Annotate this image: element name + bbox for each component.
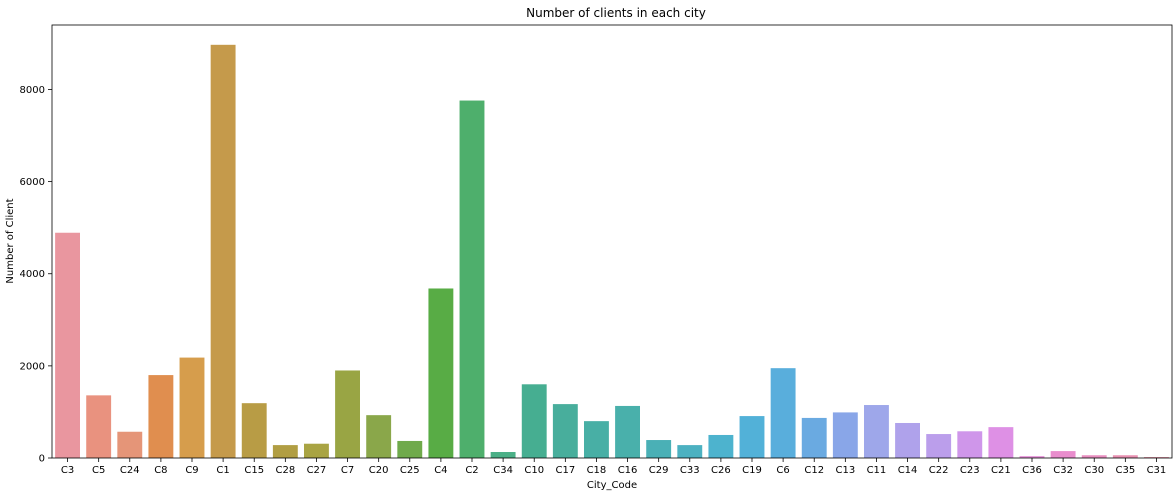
x-tick-label: C15 — [244, 465, 264, 476]
bar-c22 — [926, 434, 952, 458]
x-tick-label: C6 — [776, 465, 789, 476]
bar-c26 — [708, 434, 734, 458]
x-tick-label: C12 — [804, 465, 824, 476]
bar-c7 — [335, 370, 360, 458]
x-tick-label: C10 — [524, 465, 544, 476]
bar-c23 — [957, 431, 983, 458]
x-axis-label: City_Code — [587, 480, 637, 491]
x-tick-label: C2 — [465, 465, 478, 476]
x-tick-label: C28 — [275, 465, 295, 476]
bar-c1 — [210, 44, 236, 459]
x-tick-label: C4 — [434, 465, 447, 476]
x-tick-label: C34 — [493, 465, 513, 476]
bar-c3 — [55, 232, 80, 458]
x-tick-label: C3 — [61, 465, 74, 476]
bar-c15 — [241, 403, 267, 458]
bar-c33 — [677, 445, 703, 458]
bar-c9 — [179, 357, 205, 458]
bar-c14 — [895, 422, 920, 458]
bar-c13 — [832, 412, 858, 458]
x-tick-label: C18 — [587, 465, 607, 476]
y-tick-label: 0 — [39, 454, 45, 465]
chart-title: Number of clients in each city — [526, 6, 706, 20]
x-tick-label: C17 — [555, 465, 575, 476]
bar-c8 — [148, 375, 174, 458]
x-tick-label: C21 — [991, 465, 1011, 476]
x-tick-label: C20 — [369, 465, 389, 476]
x-tick-label: C26 — [711, 465, 731, 476]
bar-c19 — [739, 416, 765, 458]
bar-c25 — [397, 440, 423, 458]
x-tick-label: C23 — [960, 465, 980, 476]
x-tick-label: C36 — [1022, 465, 1042, 476]
bar-c12 — [801, 417, 827, 458]
x-tick-label: C16 — [618, 465, 638, 476]
bar-c18 — [584, 421, 609, 458]
bar-c5 — [86, 395, 112, 458]
x-tick-label: C29 — [649, 465, 669, 476]
bar-c16 — [615, 405, 640, 458]
x-tick-label: C8 — [154, 465, 167, 476]
x-tick-label: C11 — [867, 465, 887, 476]
bar-c28 — [272, 445, 298, 458]
x-tick-label: C14 — [898, 465, 918, 476]
x-tick-label: C1 — [216, 465, 229, 476]
bar-c10 — [521, 384, 547, 458]
bars — [55, 44, 1169, 459]
bar-c36 — [1019, 456, 1045, 458]
bar-c21 — [988, 427, 1014, 458]
bar-c35 — [1112, 455, 1138, 458]
bar-c2 — [459, 100, 485, 458]
bar-c11 — [864, 405, 889, 458]
bar-c4 — [428, 288, 454, 458]
bar-c34 — [490, 452, 516, 458]
x-tick-label: C19 — [742, 465, 762, 476]
y-axis-label: Number of Client — [5, 198, 16, 283]
bar-c30 — [1081, 455, 1107, 458]
x-tick-label: C9 — [185, 465, 198, 476]
bar-c27 — [304, 443, 329, 458]
bar-c32 — [1050, 451, 1076, 458]
x-axis: C3 C5 C24 C8 C9 C1 C15 C28 C27 C7 C20 C25 C4 C2 C34 C10… — [61, 458, 1166, 476]
x-tick-label: C31 — [1147, 465, 1167, 476]
x-tick-label: C22 — [929, 465, 949, 476]
bar-c31 — [1144, 457, 1169, 458]
bar-c20 — [366, 415, 392, 458]
bar-c24 — [117, 431, 143, 458]
x-tick-label: C5 — [92, 465, 105, 476]
x-tick-label: C24 — [120, 465, 140, 476]
bar-c6 — [770, 368, 796, 458]
x-tick-label: C7 — [341, 465, 354, 476]
x-tick-label: C33 — [680, 465, 700, 476]
bar-c17 — [552, 404, 578, 458]
plot-border — [51, 24, 1173, 459]
y-tick-label: 6000 — [20, 177, 45, 188]
x-tick-label: C32 — [1053, 465, 1073, 476]
bar-c29 — [646, 440, 672, 458]
y-tick-label: 4000 — [20, 269, 45, 280]
x-tick-label: C30 — [1084, 465, 1104, 476]
x-tick-label: C25 — [400, 465, 420, 476]
x-tick-label: C35 — [1115, 465, 1135, 476]
y-axis: 0 2000 4000 6000 8000 — [20, 85, 52, 465]
plot-frame — [51, 24, 1173, 459]
y-tick-label: 2000 — [20, 361, 45, 372]
x-tick-label: C27 — [307, 465, 327, 476]
y-tick-label: 8000 — [20, 85, 45, 96]
x-tick-label: C13 — [835, 465, 855, 476]
